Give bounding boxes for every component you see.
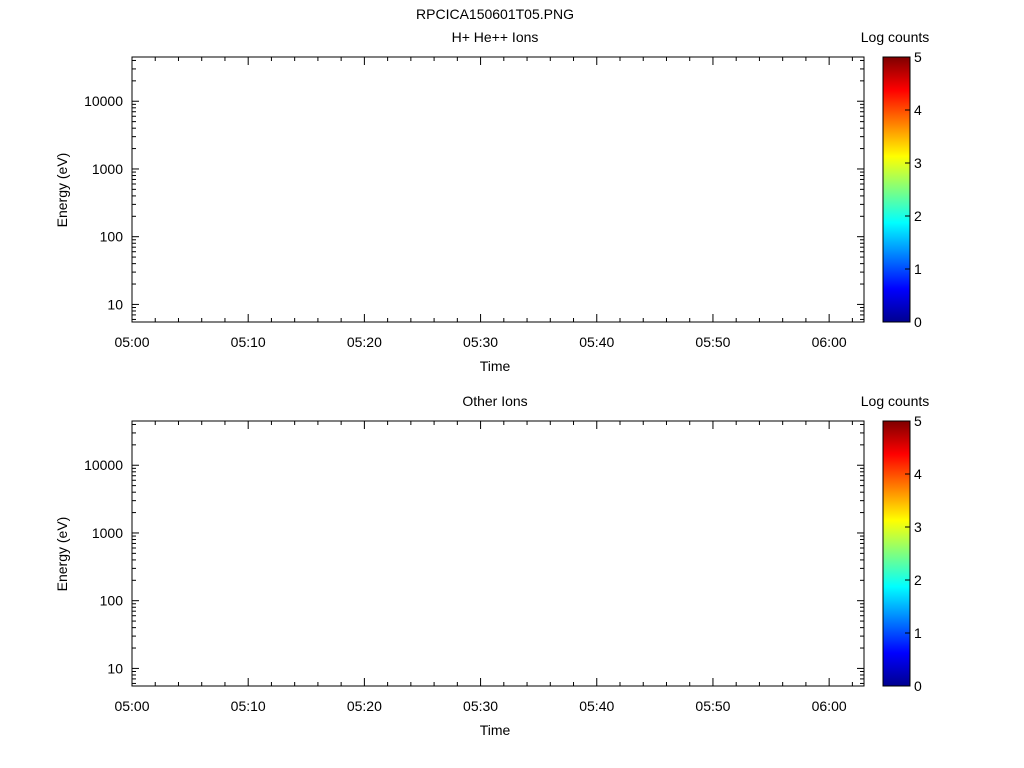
colorbar-tick-label: 4 [914, 466, 922, 482]
colorbar-tick-label: 1 [914, 625, 922, 641]
colorbar-tick-label: 2 [914, 572, 922, 588]
y-axis: 10 100 1000 10000 [84, 59, 864, 320]
x-axis: 05:00 05:10 05:20 05:30 05:40 05:50 06:00 [114, 57, 853, 350]
panel-title: Other Ions [462, 393, 527, 409]
x-axis: 05:00 05:10 05:20 05:30 05:40 05:50 06:00 [114, 421, 853, 714]
figure-title: RPCICA150601T05.PNG [416, 6, 574, 22]
colorbar-tick-label: 3 [914, 155, 922, 171]
x-tick-label: 06:00 [812, 334, 847, 350]
plot-frame [131, 420, 865, 687]
x-tick-label: 05:50 [695, 698, 730, 714]
x-axis-label: Time [480, 722, 511, 738]
colorbar-label: Log counts [861, 29, 930, 45]
x-axis-label: Time [480, 358, 511, 374]
x-tick-label: 05:40 [579, 334, 614, 350]
x-tick-label: 05:10 [231, 334, 266, 350]
colorbar-ticks: 0 1 2 3 4 5 [905, 413, 922, 694]
y-tick-label: 10000 [84, 457, 123, 473]
colorbar-tick-label: 3 [914, 519, 922, 535]
x-tick-label: 06:00 [812, 698, 847, 714]
x-tick-label: 05:00 [114, 698, 149, 714]
x-tick-label: 05:30 [463, 334, 498, 350]
plot-frame [131, 56, 865, 323]
y-tick-label: 10 [107, 296, 123, 312]
y-tick-label: 100 [100, 593, 124, 609]
colorbar-ticks: 0 1 2 3 4 5 [905, 49, 922, 330]
colorbar-tick-label: 1 [914, 261, 922, 277]
colorbar [882, 56, 911, 323]
y-tick-label: 10 [107, 660, 123, 676]
colorbar-tick-label: 5 [914, 49, 922, 65]
x-tick-label: 05:10 [231, 698, 266, 714]
y-tick-label: 10000 [84, 93, 123, 109]
x-tick-label: 05:00 [114, 334, 149, 350]
x-tick-label: 05:30 [463, 698, 498, 714]
colorbar-tick-label: 0 [914, 314, 922, 330]
x-tick-label: 05:40 [579, 698, 614, 714]
y-tick-label: 1000 [92, 525, 123, 541]
colorbar-tick-label: 0 [914, 678, 922, 694]
x-tick-label: 05:50 [695, 334, 730, 350]
y-axis-label: Energy (eV) [54, 153, 70, 228]
y-axis: 10 100 1000 10000 [84, 423, 864, 684]
x-tick-label: 05:20 [347, 698, 382, 714]
colorbar-tick-label: 2 [914, 208, 922, 224]
panel-title: H+ He++ Ions [452, 29, 539, 45]
y-tick-label: 1000 [92, 161, 123, 177]
x-tick-label: 05:20 [347, 334, 382, 350]
y-axis-label: Energy (eV) [54, 517, 70, 592]
colorbar-tick-label: 5 [914, 413, 922, 429]
colorbar-tick-label: 4 [914, 102, 922, 118]
y-tick-label: 100 [100, 229, 124, 245]
colorbar-label: Log counts [861, 393, 930, 409]
colorbar [882, 420, 911, 687]
